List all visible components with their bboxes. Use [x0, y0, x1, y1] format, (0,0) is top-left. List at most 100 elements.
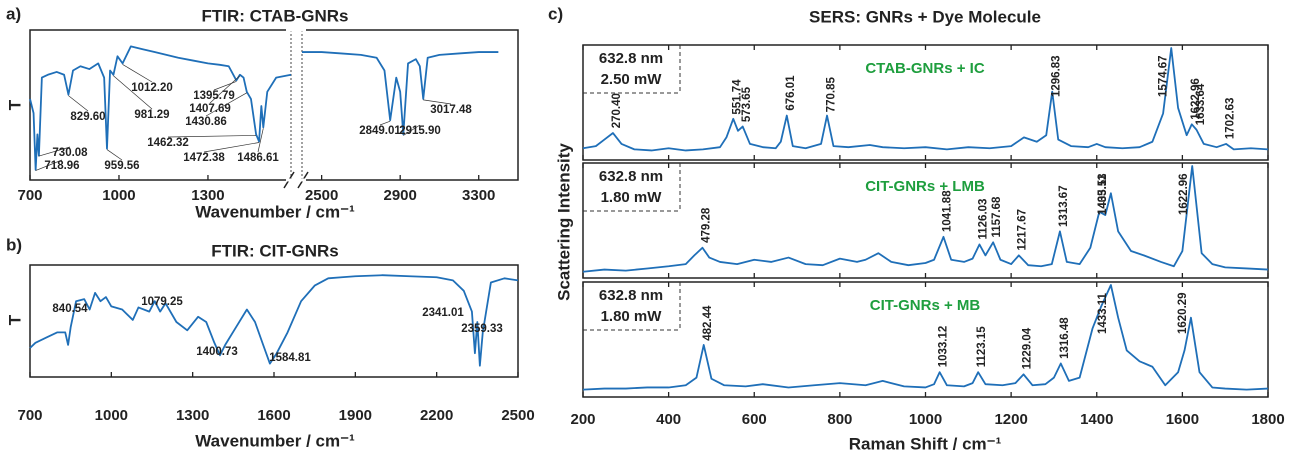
- peak-label: 1486.61: [237, 152, 279, 164]
- spectrum-line: [582, 47, 1269, 152]
- chart-title: FTIR: CTAB-GNRs: [202, 6, 349, 25]
- peak-label: 840.54: [52, 303, 88, 315]
- peak-label: 551.74: [732, 79, 744, 115]
- x-axis-label: Wavenumber / cm⁻¹: [195, 431, 355, 450]
- peak-label: 1229.04: [1022, 327, 1034, 369]
- peak-label: 1012.20: [131, 82, 173, 94]
- laser-power: 2.50 mW: [601, 71, 663, 88]
- y-axis-label: T: [5, 99, 24, 110]
- x-tick-label: 1000: [95, 407, 128, 424]
- sample-name: CIT-GNRs + LMB: [865, 178, 985, 195]
- peak-label: 1407.69: [189, 103, 231, 115]
- x-tick-label: 1600: [257, 407, 290, 424]
- laser-wavelength: 632.8 nm: [599, 168, 663, 185]
- x-tick-label: 2500: [501, 407, 534, 424]
- sample-name: CTAB-GNRs + IC: [865, 60, 984, 77]
- x-axis-label: Wavenumber / cm⁻¹: [195, 202, 355, 221]
- peak-label: 1633.64: [1195, 83, 1207, 125]
- x-tick-label: 1000: [102, 187, 135, 204]
- peak-label: 1430.86: [185, 116, 227, 128]
- x-tick-label: 2500: [305, 187, 338, 204]
- chart-title: SERS: GNRs + Dye Molecule: [809, 7, 1041, 26]
- x-tick-label: 2900: [383, 187, 416, 204]
- leader-line: [122, 64, 153, 83]
- peak-label: 2359.33: [461, 323, 503, 335]
- spectrum-line: [29, 45, 292, 171]
- peak-label: 1313.67: [1058, 185, 1070, 227]
- peak-label: 1033.12: [938, 326, 950, 368]
- leader-line: [379, 120, 391, 126]
- peak-label: 573.65: [741, 86, 753, 122]
- leader-line: [113, 75, 153, 110]
- peak-label: 1217.67: [1017, 209, 1029, 251]
- peak-label: 2341.01: [422, 307, 464, 319]
- leader-line: [38, 146, 71, 157]
- leader-line: [106, 149, 123, 161]
- x-tick-label: 1300: [176, 407, 209, 424]
- peak-label: 1622.96: [1178, 173, 1190, 215]
- leader-line: [205, 92, 247, 117]
- peak-label: 829.60: [70, 111, 105, 123]
- peak-label: 1574.67: [1158, 55, 1170, 97]
- peak-label: 1472.38: [183, 152, 225, 164]
- peak-label: 1157.68: [991, 196, 1003, 238]
- x-tick-label: 1200: [994, 411, 1027, 428]
- peak-label: 2915.90: [399, 125, 441, 137]
- peak-label: 718.96: [44, 160, 79, 172]
- leader-line: [167, 135, 257, 138]
- panel-label: a): [6, 4, 21, 23]
- laser-wavelength: 632.8 nm: [599, 50, 663, 67]
- peak-label: 1296.83: [1051, 55, 1063, 97]
- leader-line: [68, 95, 89, 112]
- panel-a-frame: [29, 29, 519, 181]
- peak-label: 1622.96: [1190, 78, 1202, 120]
- x-tick-label: 600: [742, 411, 767, 428]
- peak-label: 1405.53: [1097, 173, 1109, 215]
- x-tick-label: 3300: [462, 187, 495, 204]
- sample-name: CIT-GNRs + MB: [870, 297, 981, 314]
- x-tick-label: 700: [17, 407, 42, 424]
- peak-label: 1123.15: [976, 326, 988, 368]
- leader-line: [203, 142, 260, 153]
- laser-power: 1.80 mW: [601, 189, 663, 206]
- peak-label: 1433.11: [1097, 292, 1109, 334]
- peak-label: 1400.73: [196, 346, 238, 358]
- x-tick-label: 700: [17, 187, 42, 204]
- x-tick-label: 2200: [420, 407, 453, 424]
- x-axis-label: Raman Shift / cm⁻¹: [849, 434, 1002, 453]
- peak-label: 730.08: [52, 147, 88, 159]
- leader-line: [209, 75, 241, 104]
- peak-label: 1395.79: [193, 90, 235, 102]
- x-tick-label: 400: [656, 411, 681, 428]
- chart-title: FTIR: CIT-GNRs: [211, 241, 339, 260]
- peak-label: 479.28: [701, 207, 713, 243]
- x-tick-label: 1900: [339, 407, 372, 424]
- peak-label: 959.56: [104, 160, 139, 172]
- leader-line: [423, 99, 452, 105]
- spectrum-line: [582, 165, 1269, 273]
- laser-power: 1.80 mW: [601, 308, 663, 325]
- x-tick-label: 800: [827, 411, 852, 428]
- peak-label: 1620.29: [1177, 292, 1189, 334]
- x-tick-label: 1000: [909, 411, 942, 428]
- peak-label: 1702.63: [1224, 98, 1236, 140]
- x-tick-label: 1400: [1080, 411, 1113, 428]
- peak-label: 270.40: [611, 93, 623, 128]
- y-axis-label: T: [5, 314, 24, 325]
- leader-line: [257, 128, 264, 153]
- laser-wavelength: 632.8 nm: [599, 287, 663, 304]
- leader-line: [35, 159, 63, 171]
- leader-line: [213, 81, 237, 91]
- spectrum-line: [29, 274, 519, 367]
- peak-label: 2849.01: [359, 125, 401, 137]
- peak-label: 1041.88: [941, 190, 953, 232]
- x-tick-label: 1300: [191, 187, 224, 204]
- peak-label: 1316.48: [1059, 317, 1071, 359]
- panel-label: c): [548, 4, 563, 23]
- peak-label: 981.29: [134, 109, 169, 121]
- peak-label: 3017.48: [430, 104, 472, 116]
- peak-label: 1584.81: [269, 352, 311, 364]
- spectrum-line: [302, 51, 499, 136]
- peak-label: 676.01: [785, 75, 797, 111]
